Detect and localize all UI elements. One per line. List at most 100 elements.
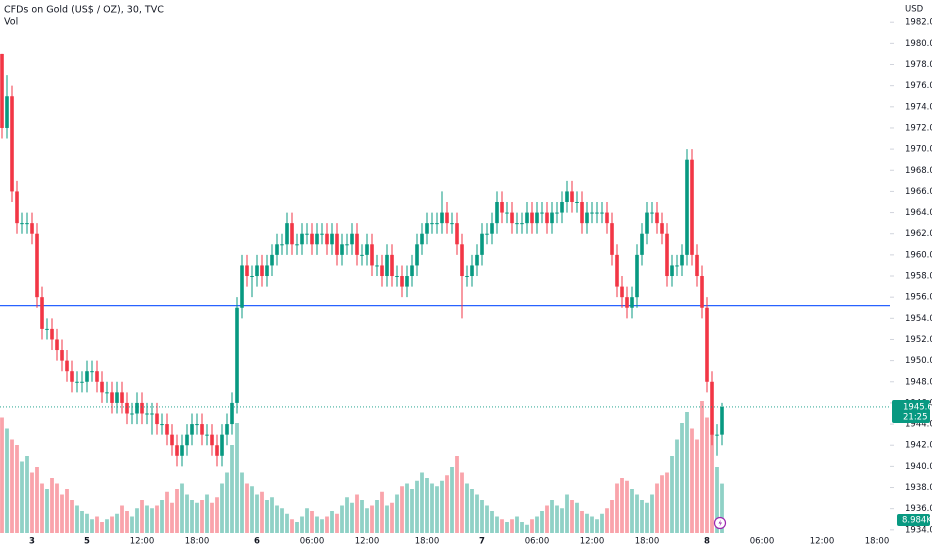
candle-body: [80, 381, 84, 383]
candle-body: [5, 96, 9, 128]
candle-body: [150, 413, 154, 415]
candle-body: [600, 212, 604, 214]
y-tick-label: 1958.00: [905, 272, 932, 282]
candle-body: [610, 223, 614, 255]
candle-body: [620, 286, 624, 298]
x-tick-label: 18:00: [185, 537, 210, 547]
candle-body: [205, 434, 209, 436]
volume-bar: [400, 486, 404, 533]
volume-bar: [425, 478, 429, 533]
volume-bar: [10, 439, 14, 533]
volume-bar: [465, 483, 469, 533]
candle-body: [385, 254, 389, 277]
candle-body: [580, 201, 584, 224]
volume-bar: [630, 489, 634, 533]
candle-body: [685, 159, 689, 255]
y-tick-label: 1948.00: [905, 377, 932, 387]
candle-body: [485, 233, 489, 235]
candle-body: [535, 212, 539, 224]
y-tick-label: 1964.00: [905, 208, 932, 218]
volume-bar: [545, 505, 549, 533]
volume-bar: [605, 508, 609, 533]
candle-body: [625, 297, 629, 308]
candle-body: [25, 223, 29, 225]
volume-bar: [685, 412, 689, 533]
candle-body: [475, 254, 479, 266]
candle-body: [540, 212, 544, 214]
volume-bar: [560, 508, 564, 533]
volume-bar: [340, 505, 344, 533]
volume-bar: [715, 467, 719, 533]
volume-bar: [110, 516, 114, 533]
volume-bar: [480, 500, 484, 533]
volume-bar: [495, 516, 499, 533]
candle-body: [50, 328, 54, 340]
candle-body: [250, 276, 254, 278]
volume-bar: [65, 489, 69, 533]
volume-bar: [105, 519, 109, 533]
volume-bar: [470, 489, 474, 533]
volume-bar: [650, 494, 654, 533]
candle-body: [590, 212, 594, 214]
candle-body: [85, 371, 89, 382]
candle-body: [510, 212, 514, 224]
volume-bar: [720, 483, 724, 533]
candle-body: [190, 424, 194, 435]
y-tick-label: 1972.00: [905, 123, 932, 133]
y-tick-label: 1938.00: [905, 483, 932, 493]
y-tick-label: 1956.00: [905, 293, 932, 303]
volume-bar: [490, 511, 494, 533]
candle-body: [660, 223, 664, 234]
candle-body: [110, 392, 114, 403]
volume-bar: [160, 500, 164, 533]
candle-body: [145, 413, 149, 415]
candle-body: [365, 244, 369, 255]
candle-body: [455, 223, 459, 245]
volume-bar: [210, 502, 214, 533]
candle-body: [15, 191, 19, 224]
volume-bar: [675, 439, 679, 533]
volume-bar: [385, 505, 389, 533]
volume-bar: [325, 516, 329, 533]
x-tick-label: 06:00: [300, 537, 325, 547]
volume-bar: [70, 500, 74, 533]
x-tick-label: 6: [254, 537, 260, 547]
volume-bar: [265, 500, 269, 533]
x-tick-label: 06:00: [525, 537, 550, 547]
volume-bar: [55, 483, 59, 533]
volume-bar: [205, 494, 209, 533]
y-tick-label: 1966.00: [905, 187, 932, 197]
volume-bar: [155, 505, 159, 533]
candle-body: [490, 223, 494, 234]
volume-bar: [410, 489, 414, 533]
candle-body: [605, 212, 609, 224]
y-tick-label: 1976.00: [905, 81, 932, 91]
volume-bar: [195, 502, 199, 533]
volume-bar: [405, 483, 409, 533]
volume-bar: [655, 483, 659, 533]
candle-body: [305, 233, 309, 235]
volume-bar: [455, 456, 459, 533]
volume-bar: [290, 519, 294, 533]
candle-body: [345, 244, 349, 246]
volume-bar: [575, 502, 579, 533]
x-tick-label: 12:00: [580, 537, 605, 547]
x-tick-label: 12:00: [355, 537, 380, 547]
chart-title: CFDs on Gold (US$ / OZ), 30, TVC: [4, 5, 164, 16]
candle-body: [700, 276, 704, 308]
volume-label: 8.984K: [902, 516, 932, 526]
volume-bar: [570, 500, 574, 533]
volume-bar: [125, 511, 129, 533]
y-tick-label: 1942.00: [905, 441, 932, 451]
currency: USD: [905, 5, 924, 15]
volume-bar: [165, 491, 169, 533]
candle-body: [410, 265, 414, 277]
volume-bar: [590, 516, 594, 533]
volume-bar: [95, 516, 99, 533]
candle-body: [330, 233, 334, 245]
volume-bar: [625, 480, 629, 533]
candle-body: [130, 413, 134, 415]
volume-bar: [355, 494, 359, 533]
x-tick-label: 12:00: [810, 537, 835, 547]
y-tick-label: 1962.00: [905, 229, 932, 239]
